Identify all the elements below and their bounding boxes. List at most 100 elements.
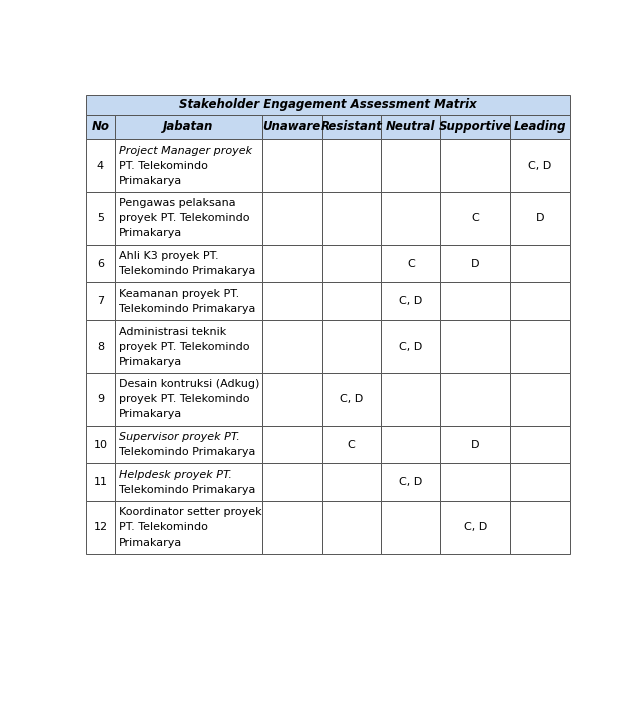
Bar — [440, 426, 510, 464]
Bar — [86, 192, 115, 245]
Text: proyek PT. Telekomindo: proyek PT. Telekomindo — [119, 341, 250, 351]
Bar — [440, 192, 510, 245]
Polygon shape — [318, 451, 325, 459]
Text: 6: 6 — [97, 259, 104, 269]
Bar — [321, 501, 381, 554]
Bar — [321, 114, 381, 139]
Bar — [321, 282, 381, 320]
Bar — [115, 245, 262, 282]
Text: 4: 4 — [97, 161, 104, 171]
Text: proyek PT. Telekomindo: proyek PT. Telekomindo — [119, 213, 250, 223]
Text: Primakarya: Primakarya — [119, 538, 182, 547]
Bar — [381, 501, 440, 554]
Bar — [381, 282, 440, 320]
Text: D: D — [536, 213, 544, 223]
Bar — [510, 282, 570, 320]
Bar — [440, 373, 510, 426]
Bar — [381, 245, 440, 282]
Bar — [321, 245, 381, 282]
Text: PT. Telekomindo: PT. Telekomindo — [119, 523, 208, 533]
Polygon shape — [302, 498, 341, 500]
Bar — [440, 320, 510, 373]
Bar — [115, 426, 262, 464]
Text: Ahli K3 proyek PT.: Ahli K3 proyek PT. — [119, 251, 219, 261]
Bar — [86, 245, 115, 282]
Bar — [321, 139, 381, 192]
Bar — [321, 464, 381, 501]
Polygon shape — [318, 537, 325, 549]
Text: C: C — [407, 259, 415, 269]
Text: 8: 8 — [97, 341, 104, 351]
Bar — [262, 464, 321, 501]
Bar — [115, 139, 262, 192]
Text: C, D: C, D — [529, 161, 552, 171]
Bar — [321, 426, 381, 464]
Bar — [510, 192, 570, 245]
Polygon shape — [276, 252, 307, 280]
Text: Koordinator setter proyek: Koordinator setter proyek — [119, 508, 262, 518]
Text: Pengawas pelaksana: Pengawas pelaksana — [119, 198, 236, 208]
Bar — [381, 114, 440, 139]
Bar — [86, 320, 115, 373]
Text: Resistant: Resistant — [321, 120, 382, 134]
Bar — [262, 139, 321, 192]
Bar — [86, 501, 115, 554]
Bar — [510, 464, 570, 501]
Polygon shape — [297, 436, 346, 451]
Text: C: C — [348, 439, 355, 449]
Bar — [440, 114, 510, 139]
Bar — [321, 192, 381, 245]
Text: No: No — [92, 120, 109, 134]
Text: 9: 9 — [97, 395, 104, 405]
Bar — [510, 501, 570, 554]
Bar — [381, 320, 440, 373]
Bar — [86, 426, 115, 464]
Bar — [510, 245, 570, 282]
Text: D: D — [471, 259, 479, 269]
Bar — [262, 426, 321, 464]
Text: C, D: C, D — [340, 395, 363, 405]
Text: Primakarya: Primakarya — [119, 356, 182, 367]
Bar — [510, 373, 570, 426]
Bar — [262, 282, 321, 320]
Bar — [86, 282, 115, 320]
Bar — [440, 464, 510, 501]
Text: Telekomindo Primakarya: Telekomindo Primakarya — [119, 447, 255, 457]
Bar — [381, 192, 440, 245]
Text: Jabatan: Jabatan — [163, 120, 214, 134]
Text: Supervisor proyek PT.: Supervisor proyek PT. — [119, 432, 240, 442]
Text: 7: 7 — [97, 296, 104, 306]
Bar — [510, 114, 570, 139]
Bar — [115, 114, 262, 139]
Bar — [115, 320, 262, 373]
Text: Administrasi teknik: Administrasi teknik — [119, 326, 227, 336]
Text: Telekomindo Primakarya: Telekomindo Primakarya — [119, 485, 255, 495]
Text: C: C — [472, 213, 479, 223]
Polygon shape — [297, 515, 346, 537]
Text: D: D — [471, 439, 479, 449]
Text: Telekomindo Primakarya: Telekomindo Primakarya — [119, 266, 255, 276]
Bar — [262, 192, 321, 245]
Bar — [262, 501, 321, 554]
Polygon shape — [318, 489, 325, 498]
Bar — [510, 320, 570, 373]
Polygon shape — [297, 474, 346, 489]
Text: proyek PT. Telekomindo: proyek PT. Telekomindo — [119, 395, 250, 405]
Polygon shape — [269, 202, 314, 242]
Bar — [510, 426, 570, 464]
Bar — [381, 373, 440, 426]
Bar — [262, 373, 321, 426]
Bar — [321, 373, 381, 426]
Text: Desain kontruksi (Adkug): Desain kontruksi (Adkug) — [119, 379, 260, 390]
Bar — [86, 139, 115, 192]
Text: Primakarya: Primakarya — [119, 176, 182, 186]
Bar — [381, 464, 440, 501]
Text: Unaware: Unaware — [262, 120, 321, 134]
Text: Primakarya: Primakarya — [119, 410, 182, 419]
Bar — [381, 139, 440, 192]
Bar — [510, 139, 570, 192]
Bar — [115, 373, 262, 426]
Bar — [381, 426, 440, 464]
Text: PT. Telekomindo: PT. Telekomindo — [119, 161, 208, 171]
Bar — [440, 245, 510, 282]
